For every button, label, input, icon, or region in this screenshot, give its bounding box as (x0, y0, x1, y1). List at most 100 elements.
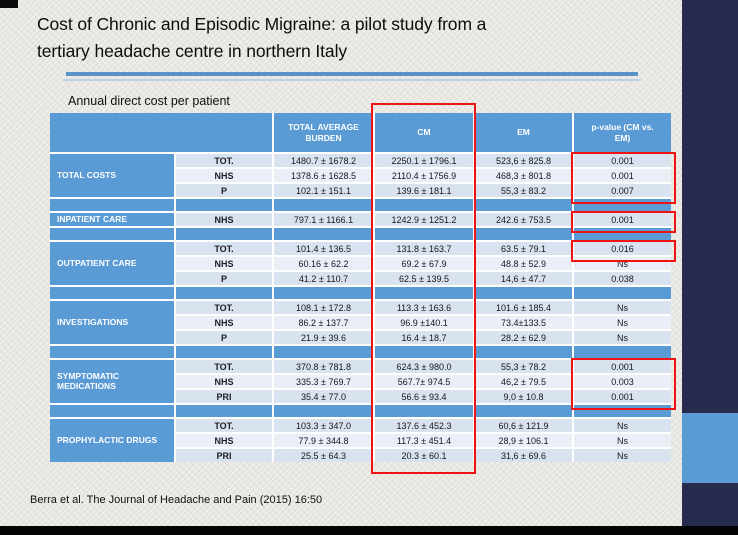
sub-label-cell: NHS (176, 169, 272, 182)
separator-cell (574, 346, 671, 358)
header-cell: p-value (CM vs. EM) (574, 113, 671, 152)
header-cell: TOTAL AVERAGE BURDEN (274, 113, 373, 152)
em-cell: 55,3 ± 78.2 (475, 360, 572, 373)
sub-label-cell: P (176, 272, 272, 285)
cm-cell: 1242.9 ± 1251.2 (375, 213, 473, 226)
separator-cell (274, 405, 373, 417)
burden-cell: 1480.7 ± 1678.2 (274, 154, 373, 167)
burden-cell: 102.1 ± 151.1 (274, 184, 373, 197)
separator-cell (50, 228, 174, 240)
separator-cell (50, 287, 174, 299)
page-title-line-1: Cost of Chronic and Episodic Migraine: a… (37, 14, 487, 34)
cm-cell: 567.7± 974.5 (375, 375, 473, 388)
em-cell: 28,9 ± 106.1 (475, 434, 572, 447)
separator-cell (176, 199, 272, 211)
corner-mark (0, 0, 18, 8)
sub-label-cell: PRI (176, 449, 272, 462)
cm-cell: 2110.4 ± 1756.9 (375, 169, 473, 182)
separator-cell (475, 199, 572, 211)
category-cell: INVESTIGATIONS (50, 301, 174, 344)
separator-cell (274, 228, 373, 240)
sub-label-cell: TOT. (176, 301, 272, 314)
separator-cell (475, 405, 572, 417)
separator-cell (574, 199, 671, 211)
em-cell: 31,6 ± 69.6 (475, 449, 572, 462)
separator-cell (176, 346, 272, 358)
burden-cell: 103.3 ± 347.0 (274, 419, 373, 432)
separator-cell (274, 199, 373, 211)
p-value-cell: 0.001 (574, 169, 671, 182)
p-value-cell: 0.001 (574, 154, 671, 167)
em-cell: 46,2 ± 79.5 (475, 375, 572, 388)
p-value-cell: Ns (574, 419, 671, 432)
separator-cell (375, 228, 473, 240)
em-cell: 28.2 ± 62.9 (475, 331, 572, 344)
em-cell: 60,6 ± 121.9 (475, 419, 572, 432)
category-cell: TOTAL COSTS (50, 154, 174, 197)
em-cell: 63.5 ± 79.1 (475, 242, 572, 255)
p-value-cell: Ns (574, 434, 671, 447)
separator-cell (375, 346, 473, 358)
em-cell: 101.6 ± 185.4 (475, 301, 572, 314)
separator-cell (475, 346, 572, 358)
cm-cell: 69.2 ± 67.9 (375, 257, 473, 270)
p-value-cell: Ns (574, 331, 671, 344)
em-cell: 73.4±133.5 (475, 316, 572, 329)
p-value-cell: 0.001 (574, 360, 671, 373)
sub-label-cell: NHS (176, 434, 272, 447)
burden-cell: 35.4 ± 77.0 (274, 390, 373, 403)
p-value-cell: Ns (574, 449, 671, 462)
burden-cell: 335.3 ± 769.7 (274, 375, 373, 388)
page-title-line-2: tertiary headache centre in northern Ita… (37, 41, 348, 61)
separator-cell (375, 287, 473, 299)
cm-cell: 131.8 ± 163.7 (375, 242, 473, 255)
title-underline (66, 72, 638, 76)
bottom-bar (0, 526, 738, 535)
burden-cell: 41.2 ± 110.7 (274, 272, 373, 285)
separator-cell (274, 287, 373, 299)
cost-table: TOTAL AVERAGE BURDEN CM EM p-value (CM vs. … (50, 103, 676, 474)
p-value-cell: 0.007 (574, 184, 671, 197)
burden-cell: 797.1 ± 1166.1 (274, 213, 373, 226)
sub-label-cell: TOT. (176, 360, 272, 373)
em-cell: 9,0 ± 10.8 (475, 390, 572, 403)
cm-cell: 137.6 ± 452.3 (375, 419, 473, 432)
p-value-cell: 0.001 (574, 213, 671, 226)
em-cell: 14,6 ± 47.7 (475, 272, 572, 285)
cm-cell: 62.5 ± 139.5 (375, 272, 473, 285)
separator-cell (475, 287, 572, 299)
category-cell: SYMPTOMATIC MEDICATIONS (50, 360, 174, 403)
cm-cell: 96.9 ±140.1 (375, 316, 473, 329)
p-value-cell: 0.016 (574, 242, 671, 255)
sub-label-cell: P (176, 184, 272, 197)
table-caption: Annual direct cost per patient (68, 94, 230, 108)
cm-cell: 117.3 ± 451.4 (375, 434, 473, 447)
table-area: TOTAL AVERAGE BURDEN CM EM p-value (CM vs. … (50, 103, 676, 474)
sidebar-accent-square (682, 413, 738, 483)
cm-cell: 624.3 ± 980.0 (375, 360, 473, 373)
cm-cell: 16.4 ± 18.7 (375, 331, 473, 344)
page-title: Cost of Chronic and Episodic Migraine: a… (37, 11, 647, 65)
header-cell-blank (50, 113, 272, 152)
category-cell: OUTPATIENT CARE (50, 242, 174, 285)
burden-cell: 60.16 ± 62.2 (274, 257, 373, 270)
sub-label-cell: TOT. (176, 154, 272, 167)
category-cell: INPATIENT CARE (50, 213, 174, 226)
category-cell: PROPHYLACTIC DRUGS (50, 419, 174, 462)
sub-label-cell: TOT. (176, 419, 272, 432)
p-value-cell: Ns (574, 257, 671, 270)
sub-label-cell: NHS (176, 213, 272, 226)
cm-cell: 56.6 ± 93.4 (375, 390, 473, 403)
separator-cell (574, 405, 671, 417)
em-cell: 48.8 ± 52.9 (475, 257, 572, 270)
header-cell: EM (475, 113, 572, 152)
citation-text: Berra et al. The Journal of Headache and… (30, 494, 323, 506)
burden-cell: 25.5 ± 64.3 (274, 449, 373, 462)
p-value-cell: Ns (574, 301, 671, 314)
sub-label-cell: NHS (176, 257, 272, 270)
burden-cell: 86.2 ± 137.7 (274, 316, 373, 329)
header-cell: CM (375, 113, 473, 152)
sub-label-cell: PRI (176, 390, 272, 403)
burden-cell: 370.8 ± 781.8 (274, 360, 373, 373)
